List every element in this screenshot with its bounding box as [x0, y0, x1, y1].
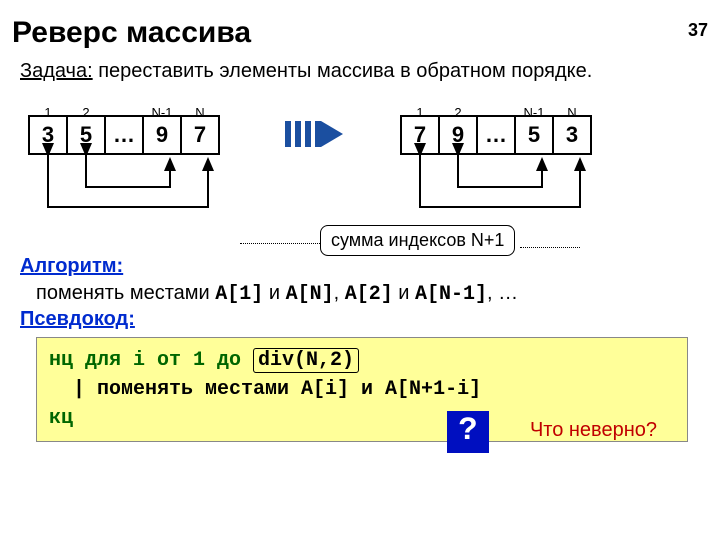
slide-title: Реверс массива — [12, 16, 708, 50]
callout-tail — [240, 243, 320, 244]
arrays-diagram: 13 25 …… N-19 N7 17 29 …… N-15 N3 сумма … — [20, 87, 700, 257]
algorithm-label: Алгоритм: — [20, 255, 700, 278]
whats-wrong-text: Что неверно? — [530, 416, 657, 445]
callout-sum-indices: сумма индексов N+1 — [320, 225, 515, 256]
task-body: переставить элементы массива в обратном … — [93, 60, 593, 82]
swap-description: поменять местами A[1] и A[N], A[2] и A[N… — [36, 282, 700, 306]
question-mark-icon: ? — [447, 411, 489, 453]
div-expression: div(N,2) — [253, 348, 359, 373]
pseudocode-block: нц для i от 1 до div(N,2) | поменять мес… — [36, 337, 688, 442]
task-text: Задача: переставить элементы массива в о… — [20, 58, 704, 85]
callout-tail — [520, 247, 580, 248]
task-label: Задача: — [20, 60, 93, 82]
code-line: нц для i от 1 до div(N,2) — [49, 346, 675, 375]
code-line: | поменять местами A[i] и A[N+1-i] — [49, 375, 675, 404]
pseudocode-label: Псевдокод: — [20, 308, 700, 331]
page-number: 37 — [688, 20, 708, 41]
